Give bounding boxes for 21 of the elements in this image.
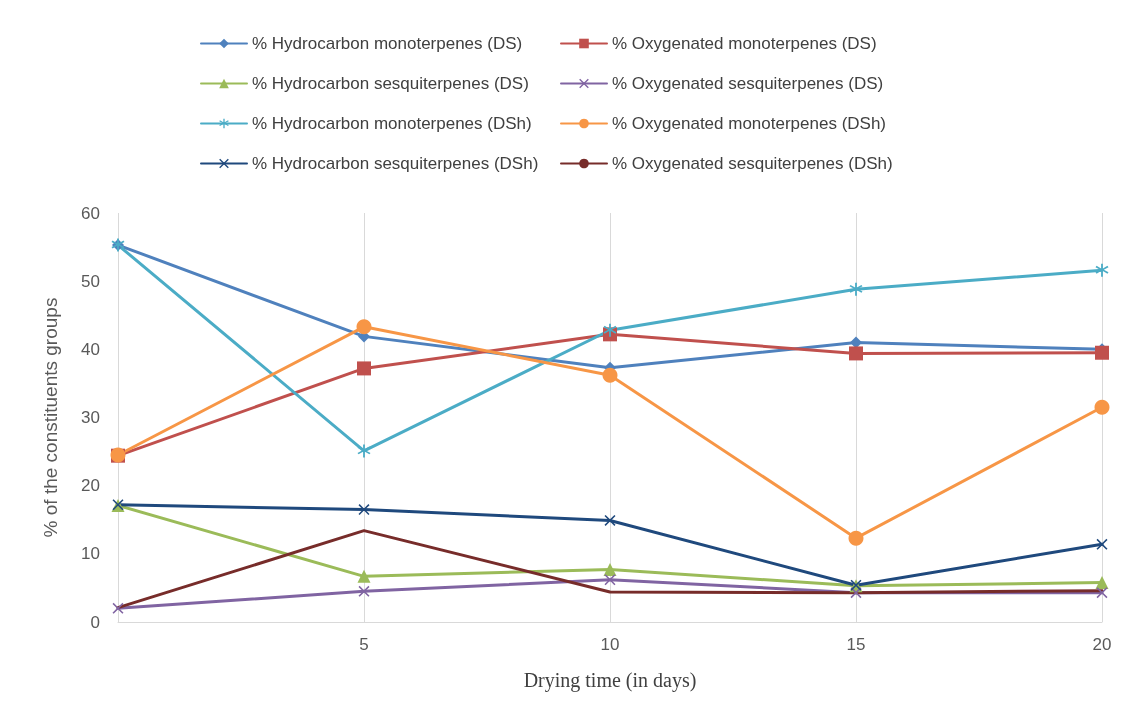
y-tick-label: 60 [81,203,100,223]
y-tick-label: 40 [81,339,100,359]
y-tick-label: 20 [81,476,100,496]
x-axis-title: Drying time (in days) [523,669,697,692]
y-tick-label: 30 [81,408,100,427]
legend-label: % Hydrocarbon sesquiterpenes (DSh) [252,154,539,173]
y-tick-label: 10 [81,544,100,564]
legend-label: % Oxygenated monoterpenes (DS) [612,34,877,53]
legend-label: % Hydrocarbon monoterpenes (DS) [252,34,523,53]
y-tick-label: 0 [90,612,100,632]
x-tick-label: 5 [359,635,369,654]
x-tick-label: 20 [1092,635,1112,654]
x-tick-label: 10 [600,635,620,654]
legend-label: % Oxygenated sesquiterpenes (DS) [612,74,884,93]
legend-label: % Oxygenated monoterpenes (DSh) [612,114,887,133]
y-axis-title: % of the constituents groups [40,297,61,538]
y-tick-label: 50 [81,271,100,291]
x-tick-label: 15 [846,635,866,654]
legend-label: % Hydrocarbon sesquiterpenes (DS) [252,74,529,93]
legend-label: % Hydrocarbon monoterpenes (DSh) [252,114,532,133]
legend-label: % Oxygenated sesquiterpenes (DSh) [612,154,893,173]
